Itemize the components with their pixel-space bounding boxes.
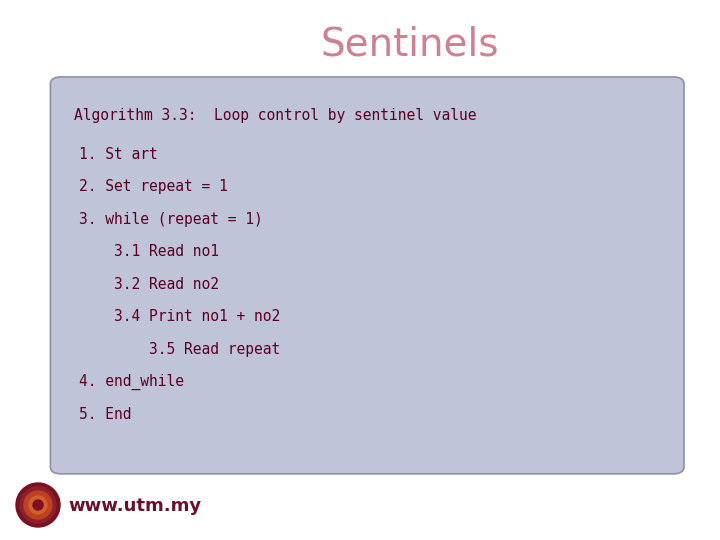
Text: 4. end_while: 4. end_while [79, 374, 184, 390]
Circle shape [20, 487, 56, 523]
Circle shape [16, 483, 60, 527]
Text: 5. End: 5. End [79, 407, 132, 422]
Text: 3.2 Read no2: 3.2 Read no2 [79, 276, 219, 292]
Text: 3. while (repeat = 1): 3. while (repeat = 1) [79, 212, 263, 227]
Text: 3.5 Read repeat: 3.5 Read repeat [79, 342, 281, 356]
FancyBboxPatch shape [50, 77, 684, 474]
Text: 3.1 Read no1: 3.1 Read no1 [79, 244, 219, 259]
Text: 3.4 Print no1 + no2: 3.4 Print no1 + no2 [79, 309, 281, 324]
Circle shape [29, 496, 47, 514]
Text: 2. Set repeat = 1: 2. Set repeat = 1 [79, 179, 228, 194]
Text: Sentinels: Sentinels [320, 25, 499, 64]
Circle shape [24, 491, 52, 519]
Text: Repetition Structure -: Repetition Structure - [13, 25, 506, 64]
Circle shape [33, 500, 43, 510]
Text: 1. St art: 1. St art [79, 147, 158, 162]
Text: www.utm.my: www.utm.my [68, 497, 201, 515]
Text: Algorithm 3.3:  Loop control by sentinel value: Algorithm 3.3: Loop control by sentinel … [74, 109, 477, 124]
